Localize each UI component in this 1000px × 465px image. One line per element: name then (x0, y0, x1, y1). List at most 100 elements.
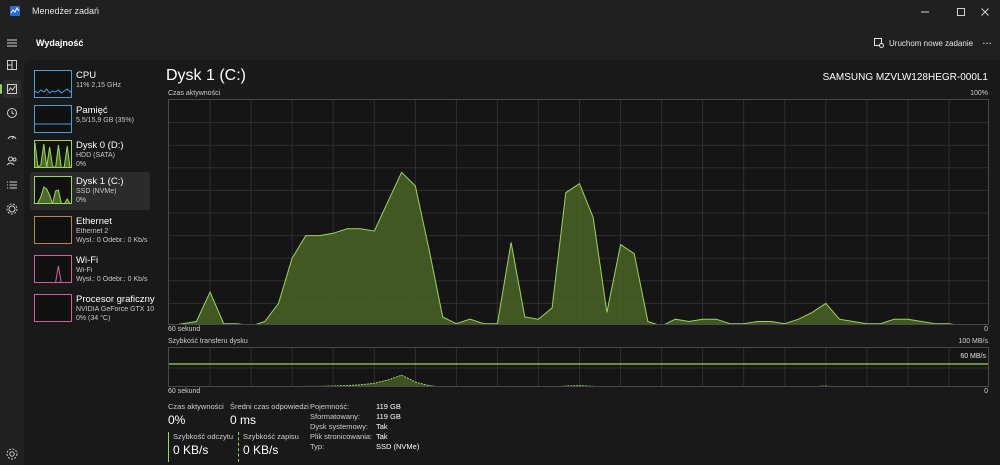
device-name: Wi-Fi (76, 255, 99, 266)
services-icon (6, 203, 18, 215)
write-speed-value: 0 KB/s (243, 443, 279, 457)
run-new-task-label: Uruchom nowe zadanie (889, 38, 974, 48)
device-name: CPU (76, 70, 97, 81)
transfer-chart-reference-label: 60 MB/s (960, 353, 986, 360)
close-button[interactable] (970, 0, 1000, 24)
nav-processes[interactable] (3, 56, 21, 74)
more-options-button[interactable]: ... (982, 35, 992, 47)
disk-info-value: Tak (376, 432, 388, 441)
read-speed-label: Szybkość odczytu (173, 432, 234, 441)
hamburger-icon (7, 39, 17, 47)
disk-model: SAMSUNG MZVLW128HEGR-000L1 (822, 72, 988, 83)
device-item[interactable]: Pamięć 5,5/15,9 GB (35%) (30, 101, 150, 139)
active-time-chart-max: 100% (970, 90, 988, 97)
transfer-chart-label: Szybkość transferu dysku (168, 338, 248, 345)
device-sparkline-area (35, 143, 70, 167)
minimize-icon (921, 11, 929, 13)
nav-services[interactable] (3, 200, 21, 218)
device-name: Pamięć (76, 105, 108, 116)
device-name: Procesor graficzny (76, 294, 155, 305)
read-speed-value: 0 KB/s (173, 443, 209, 457)
window-title: Menedżer zadań (32, 6, 100, 16)
processes-icon (7, 60, 17, 70)
nav-menu-button[interactable] (3, 34, 21, 52)
device-usage: 0% (34 °C) (76, 315, 111, 322)
device-usage: 0% (76, 197, 87, 204)
device-usage: Wysł.: 0 Odebr.: 0 Kb/s (76, 276, 148, 283)
disk-info-value: Tak (376, 422, 388, 431)
device-sparkline (35, 123, 71, 125)
device-detail: Ethernet 2 (76, 228, 109, 235)
response-time-label: Średni czas odpowiedzi (230, 402, 309, 411)
device-item[interactable]: Procesor graficzny NVIDIA GeForce GTX 105… (30, 290, 155, 328)
details-icon (7, 181, 17, 189)
transfer-chart-time-label: 60 sekund (168, 388, 201, 395)
device-sparkline-line (36, 186, 71, 203)
nav-app-history[interactable] (3, 104, 21, 122)
active-time-line (177, 171, 954, 324)
device-detail: NVIDIA GeForce GTX 1050 (76, 306, 154, 313)
startup-apps-icon (7, 135, 17, 140)
active-time-value: 0% (168, 413, 186, 427)
device-name: Dysk 0 (D:) (76, 140, 124, 151)
device-sparkline (55, 265, 62, 282)
write-speed-indicator (238, 432, 239, 462)
device-item[interactable]: Dysk 0 (D:) HDD (SATA) 0% (30, 136, 150, 174)
write-speed-label: Szybkość zapisu (243, 432, 299, 441)
device-detail: Wi-Fi (76, 267, 93, 274)
device-detail: SSD (NVMe) (76, 188, 117, 195)
device-thumbnail (34, 70, 72, 98)
device-item[interactable]: Wi-Fi Wi-Fi Wysł.: 0 Odebr.: 0 Kb/s (30, 251, 150, 289)
device-detail: HDD (SATA) (76, 152, 116, 159)
active-time-area (180, 172, 951, 324)
disk-info-key: Dysk systemowy: (310, 422, 368, 431)
nav-users[interactable] (3, 152, 21, 170)
device-sparkline-line (55, 265, 62, 282)
nav-rail (0, 24, 24, 465)
settings-icon (6, 448, 18, 460)
disk-info-value: 119 GB (376, 412, 401, 421)
disk-info-key: Typ: (310, 442, 325, 451)
run-task-icon (874, 38, 884, 48)
disk-info-value: 119 GB (376, 402, 401, 411)
device-thumbnail (34, 176, 72, 204)
device-thumbnail (34, 140, 72, 168)
transfer-rate-chart (168, 347, 989, 387)
nav-details[interactable] (3, 176, 21, 194)
active-time-chart (168, 99, 989, 325)
disk-info-key: Plik stronicowania: (310, 432, 373, 441)
active-time-chart-label: Czas aktywności (168, 90, 221, 97)
maximize-icon (957, 8, 965, 16)
page-title: Wydajność (36, 38, 84, 48)
close-icon (981, 8, 989, 16)
device-name: Ethernet (76, 216, 112, 227)
device-sparkline-line (35, 88, 71, 94)
device-thumbnail (34, 105, 72, 133)
active-time-chart-time-label: 60 sekund (168, 326, 201, 333)
users-icon (6, 156, 17, 166)
device-sparkline (35, 217, 72, 244)
read-speed-indicator (168, 432, 169, 462)
device-thumbnail (34, 255, 72, 283)
app-history-icon (7, 108, 17, 118)
device-item[interactable]: Dysk 1 (C:) SSD (NVMe) 0% (30, 172, 150, 210)
task-manager-logo-icon (10, 6, 20, 16)
device-name: Dysk 1 (C:) (76, 176, 124, 187)
transfer-chart-min: 0 (984, 388, 988, 395)
device-item[interactable]: Ethernet Ethernet 2 Wysł.: 0 Odebr.: 0 Kb/… (30, 212, 150, 250)
device-item[interactable]: CPU 11% 2,15 GHz (30, 66, 150, 104)
nav-settings[interactable] (5, 447, 19, 461)
nav-startup-apps[interactable] (3, 128, 21, 146)
device-usage: 0% (76, 161, 87, 168)
page-header: Wydajność Uruchom nowe zadanie ... (24, 28, 1000, 56)
run-new-task-button[interactable]: Uruchom nowe zadanie (874, 34, 973, 52)
device-sparkline (35, 142, 71, 167)
device-thumbnail (34, 216, 72, 244)
disk-info-key: Sformatowany: (310, 412, 361, 421)
minimize-button[interactable] (910, 0, 940, 24)
device-detail: 11% 2,15 GHz (76, 82, 122, 89)
device-sparkline (36, 186, 71, 203)
nav-performance[interactable] (0, 80, 21, 98)
maximize-button[interactable] (946, 0, 976, 24)
device-thumbnail (34, 294, 72, 322)
